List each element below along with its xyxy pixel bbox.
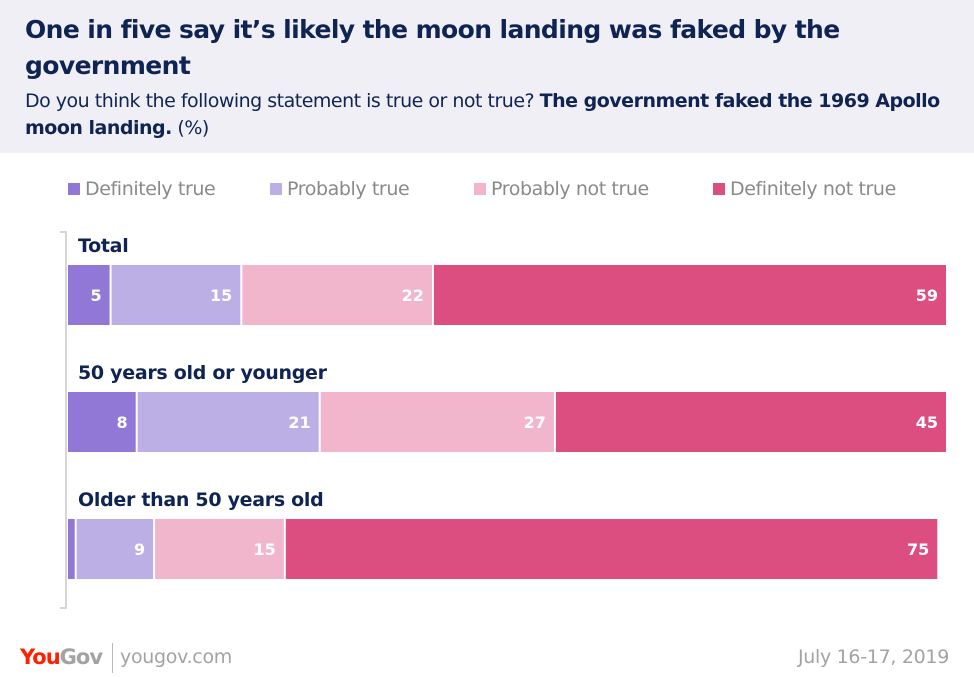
data-label: 27: [524, 413, 546, 432]
bar-segment: [555, 392, 946, 452]
yougov-logo: YouGov: [20, 645, 103, 669]
bar-segment: [111, 265, 241, 325]
chart-title: One in five say it’s likely the moon lan…: [25, 15, 840, 80]
legend-swatch-probably-true: [270, 183, 282, 195]
legend-swatch-definitely-true: [68, 183, 80, 195]
logo-you: You: [20, 645, 61, 669]
bar-segment: [242, 265, 432, 325]
data-label: 59: [916, 286, 938, 305]
data-label: 15: [254, 540, 276, 559]
bar-segment: [68, 265, 110, 325]
data-label: 21: [288, 413, 310, 432]
bar-segment: [285, 519, 938, 579]
footer-divider: [112, 643, 113, 673]
legend-swatch-definitely-not-true: [713, 183, 725, 195]
logo-gov: Gov: [59, 645, 103, 669]
bar-segment: [137, 392, 319, 452]
data-label: 22: [402, 286, 424, 305]
subtitle-statement: The government faked the 1969 Apollo moo…: [25, 90, 940, 139]
legend-label: Probably not true: [491, 178, 649, 200]
data-label: 9: [134, 540, 145, 559]
header-panel: One in five say it’s likely the moon lan…: [0, 0, 974, 153]
bar-segment: [76, 519, 154, 579]
category-label: 50 years old or younger: [78, 362, 328, 384]
legend-item-definitely-true: Definitely true: [68, 178, 216, 200]
legend-item-definitely-not-true: Definitely not true: [713, 178, 896, 200]
subtitle-unit: (%): [177, 117, 209, 139]
bar-segment: [320, 392, 554, 452]
data-label: 15: [210, 286, 232, 305]
subtitle-question: Do you think the following statement is …: [25, 90, 535, 112]
data-label: 75: [907, 540, 929, 559]
footer-site: yougov.com: [120, 646, 232, 668]
data-label: 5: [90, 286, 101, 305]
legend: Definitely true Probably true Probably n…: [0, 178, 974, 204]
legend-label: Probably true: [287, 178, 410, 200]
legend-item-probably-true: Probably true: [270, 178, 410, 200]
data-label: 45: [916, 413, 938, 432]
bar-segment: [68, 392, 136, 452]
bar-segment: [433, 265, 946, 325]
bar-segment: [155, 519, 284, 579]
footer-date: July 16-17, 2019: [797, 646, 949, 668]
legend-label: Definitely not true: [730, 178, 896, 200]
legend-swatch-probably-not-true: [474, 183, 486, 195]
category-label: Total: [78, 235, 128, 257]
legend-label: Definitely true: [85, 178, 216, 200]
legend-item-probably-not-true: Probably not true: [474, 178, 649, 200]
y-axis-line: [60, 231, 67, 609]
data-label: 8: [117, 413, 128, 432]
bar-segment: [68, 519, 75, 579]
chart-subtitle: Do you think the following statement is …: [25, 88, 955, 142]
category-label: Older than 50 years old: [78, 489, 323, 511]
